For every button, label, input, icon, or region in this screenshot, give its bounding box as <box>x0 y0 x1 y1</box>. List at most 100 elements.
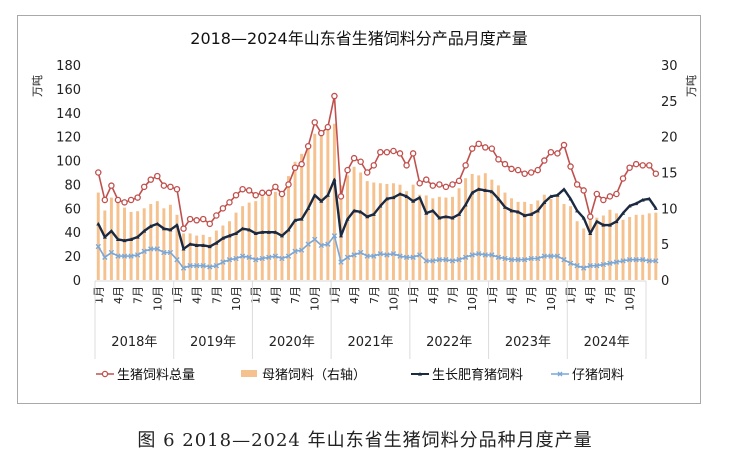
point-marker <box>588 231 593 236</box>
point-marker <box>449 258 456 264</box>
point-marker <box>299 217 304 221</box>
point-marker <box>325 193 330 197</box>
point-marker <box>134 252 141 258</box>
point-marker <box>377 148 384 156</box>
point-marker <box>293 218 298 222</box>
x-tick-month: 1月 <box>407 286 420 304</box>
point-marker <box>568 196 573 201</box>
x-tick-month: 1月 <box>565 286 578 304</box>
point-marker <box>161 226 166 231</box>
point-marker <box>219 205 227 212</box>
point-marker <box>207 264 213 270</box>
point-marker <box>240 226 245 231</box>
point-marker <box>423 258 429 264</box>
point-marker <box>456 257 462 263</box>
point-marker <box>245 187 253 194</box>
point-marker <box>286 227 291 232</box>
y-tick-left: 20 <box>64 250 81 265</box>
point-marker <box>417 252 423 258</box>
point-marker <box>121 199 128 206</box>
point-marker <box>199 215 207 223</box>
bar-sow-feed <box>214 230 218 280</box>
point-marker <box>621 211 626 215</box>
point-marker <box>521 257 528 263</box>
y-axis-left: 0 20 40 60 80 100 120 140 160 180 <box>56 59 81 289</box>
chart-frame: 2018—2024年山东省生猪饲料分产品月度产量 万吨 万吨 0 20 40 60 80… <box>17 15 701 404</box>
point-marker <box>573 181 581 188</box>
point-marker <box>397 253 403 259</box>
y-tick-right: 25 <box>661 95 678 110</box>
point-marker <box>194 243 199 247</box>
bar-sow-feed <box>378 183 382 280</box>
point-marker <box>233 255 239 262</box>
point-marker <box>338 259 344 265</box>
point-marker <box>457 212 462 216</box>
y-tick-right: 10 <box>661 202 678 217</box>
point-marker <box>239 253 246 259</box>
point-marker <box>450 215 455 220</box>
x-tick-month: 7月 <box>525 286 538 304</box>
point-marker <box>640 197 645 202</box>
bar-sow-feed <box>326 126 330 280</box>
point-marker <box>527 169 535 176</box>
bar-sow-feed <box>411 184 415 280</box>
bar-sow-feed <box>208 237 212 280</box>
x-tick-month: 7月 <box>210 286 223 304</box>
point-marker <box>371 212 376 216</box>
point-marker <box>562 187 567 191</box>
point-marker <box>495 156 502 163</box>
bar-sow-feed <box>96 192 100 280</box>
point-marker <box>567 163 574 170</box>
point-marker <box>437 215 442 220</box>
point-marker <box>383 148 391 156</box>
point-marker <box>443 257 449 263</box>
x-tick-month: 4月 <box>584 286 597 304</box>
bar-sow-feed <box>201 234 205 280</box>
point-marker <box>634 201 639 206</box>
point-marker <box>148 224 153 228</box>
y-axis-left-label: 万吨 <box>31 75 44 97</box>
point-marker <box>462 162 469 169</box>
line-grower-finisher-feed <box>96 177 658 251</box>
x-tick-year: 2024年 <box>584 335 630 350</box>
bar-sow-feed <box>641 214 645 280</box>
point-marker <box>358 209 363 214</box>
point-marker <box>483 188 488 193</box>
point-marker <box>516 209 521 214</box>
point-marker <box>102 235 107 239</box>
legend-item: 母猪饲料（右轴） <box>241 368 366 383</box>
bar-sow-feed <box>529 204 533 280</box>
point-marker <box>515 257 521 263</box>
point-marker <box>154 246 160 252</box>
x-tick-month: 10月 <box>230 286 243 311</box>
point-marker <box>482 144 489 151</box>
bar-sow-feed <box>562 204 566 280</box>
y-tick-left: 140 <box>56 107 81 122</box>
point-marker <box>417 195 422 200</box>
point-marker <box>600 196 607 204</box>
point-marker <box>278 190 286 198</box>
legend-label: 仔猪饲料 <box>572 368 624 383</box>
y-tick-left: 120 <box>56 131 81 146</box>
bar-sow-feed <box>260 196 264 280</box>
point-marker <box>534 166 542 174</box>
bar-sow-feed <box>575 221 579 280</box>
point-marker <box>213 212 220 219</box>
point-marker <box>502 255 508 262</box>
legend: 生猪饲料总量 母猪饲料（右轴） 生长肥育猪饲料 仔猪饲料 <box>96 367 624 383</box>
y-tick-right: 5 <box>661 238 669 253</box>
x-tick-month: 10月 <box>309 286 322 311</box>
point-marker <box>109 229 114 233</box>
point-marker <box>363 169 371 176</box>
point-marker <box>252 191 259 199</box>
point-marker <box>501 160 509 168</box>
point-marker <box>443 214 448 219</box>
line-total-feed <box>95 92 660 232</box>
point-marker <box>508 165 515 173</box>
point-marker <box>396 150 404 157</box>
point-marker <box>285 181 292 188</box>
x-tick-month: 10月 <box>466 286 479 311</box>
point-marker <box>567 260 574 266</box>
point-marker <box>95 169 102 176</box>
point-marker <box>436 257 443 263</box>
